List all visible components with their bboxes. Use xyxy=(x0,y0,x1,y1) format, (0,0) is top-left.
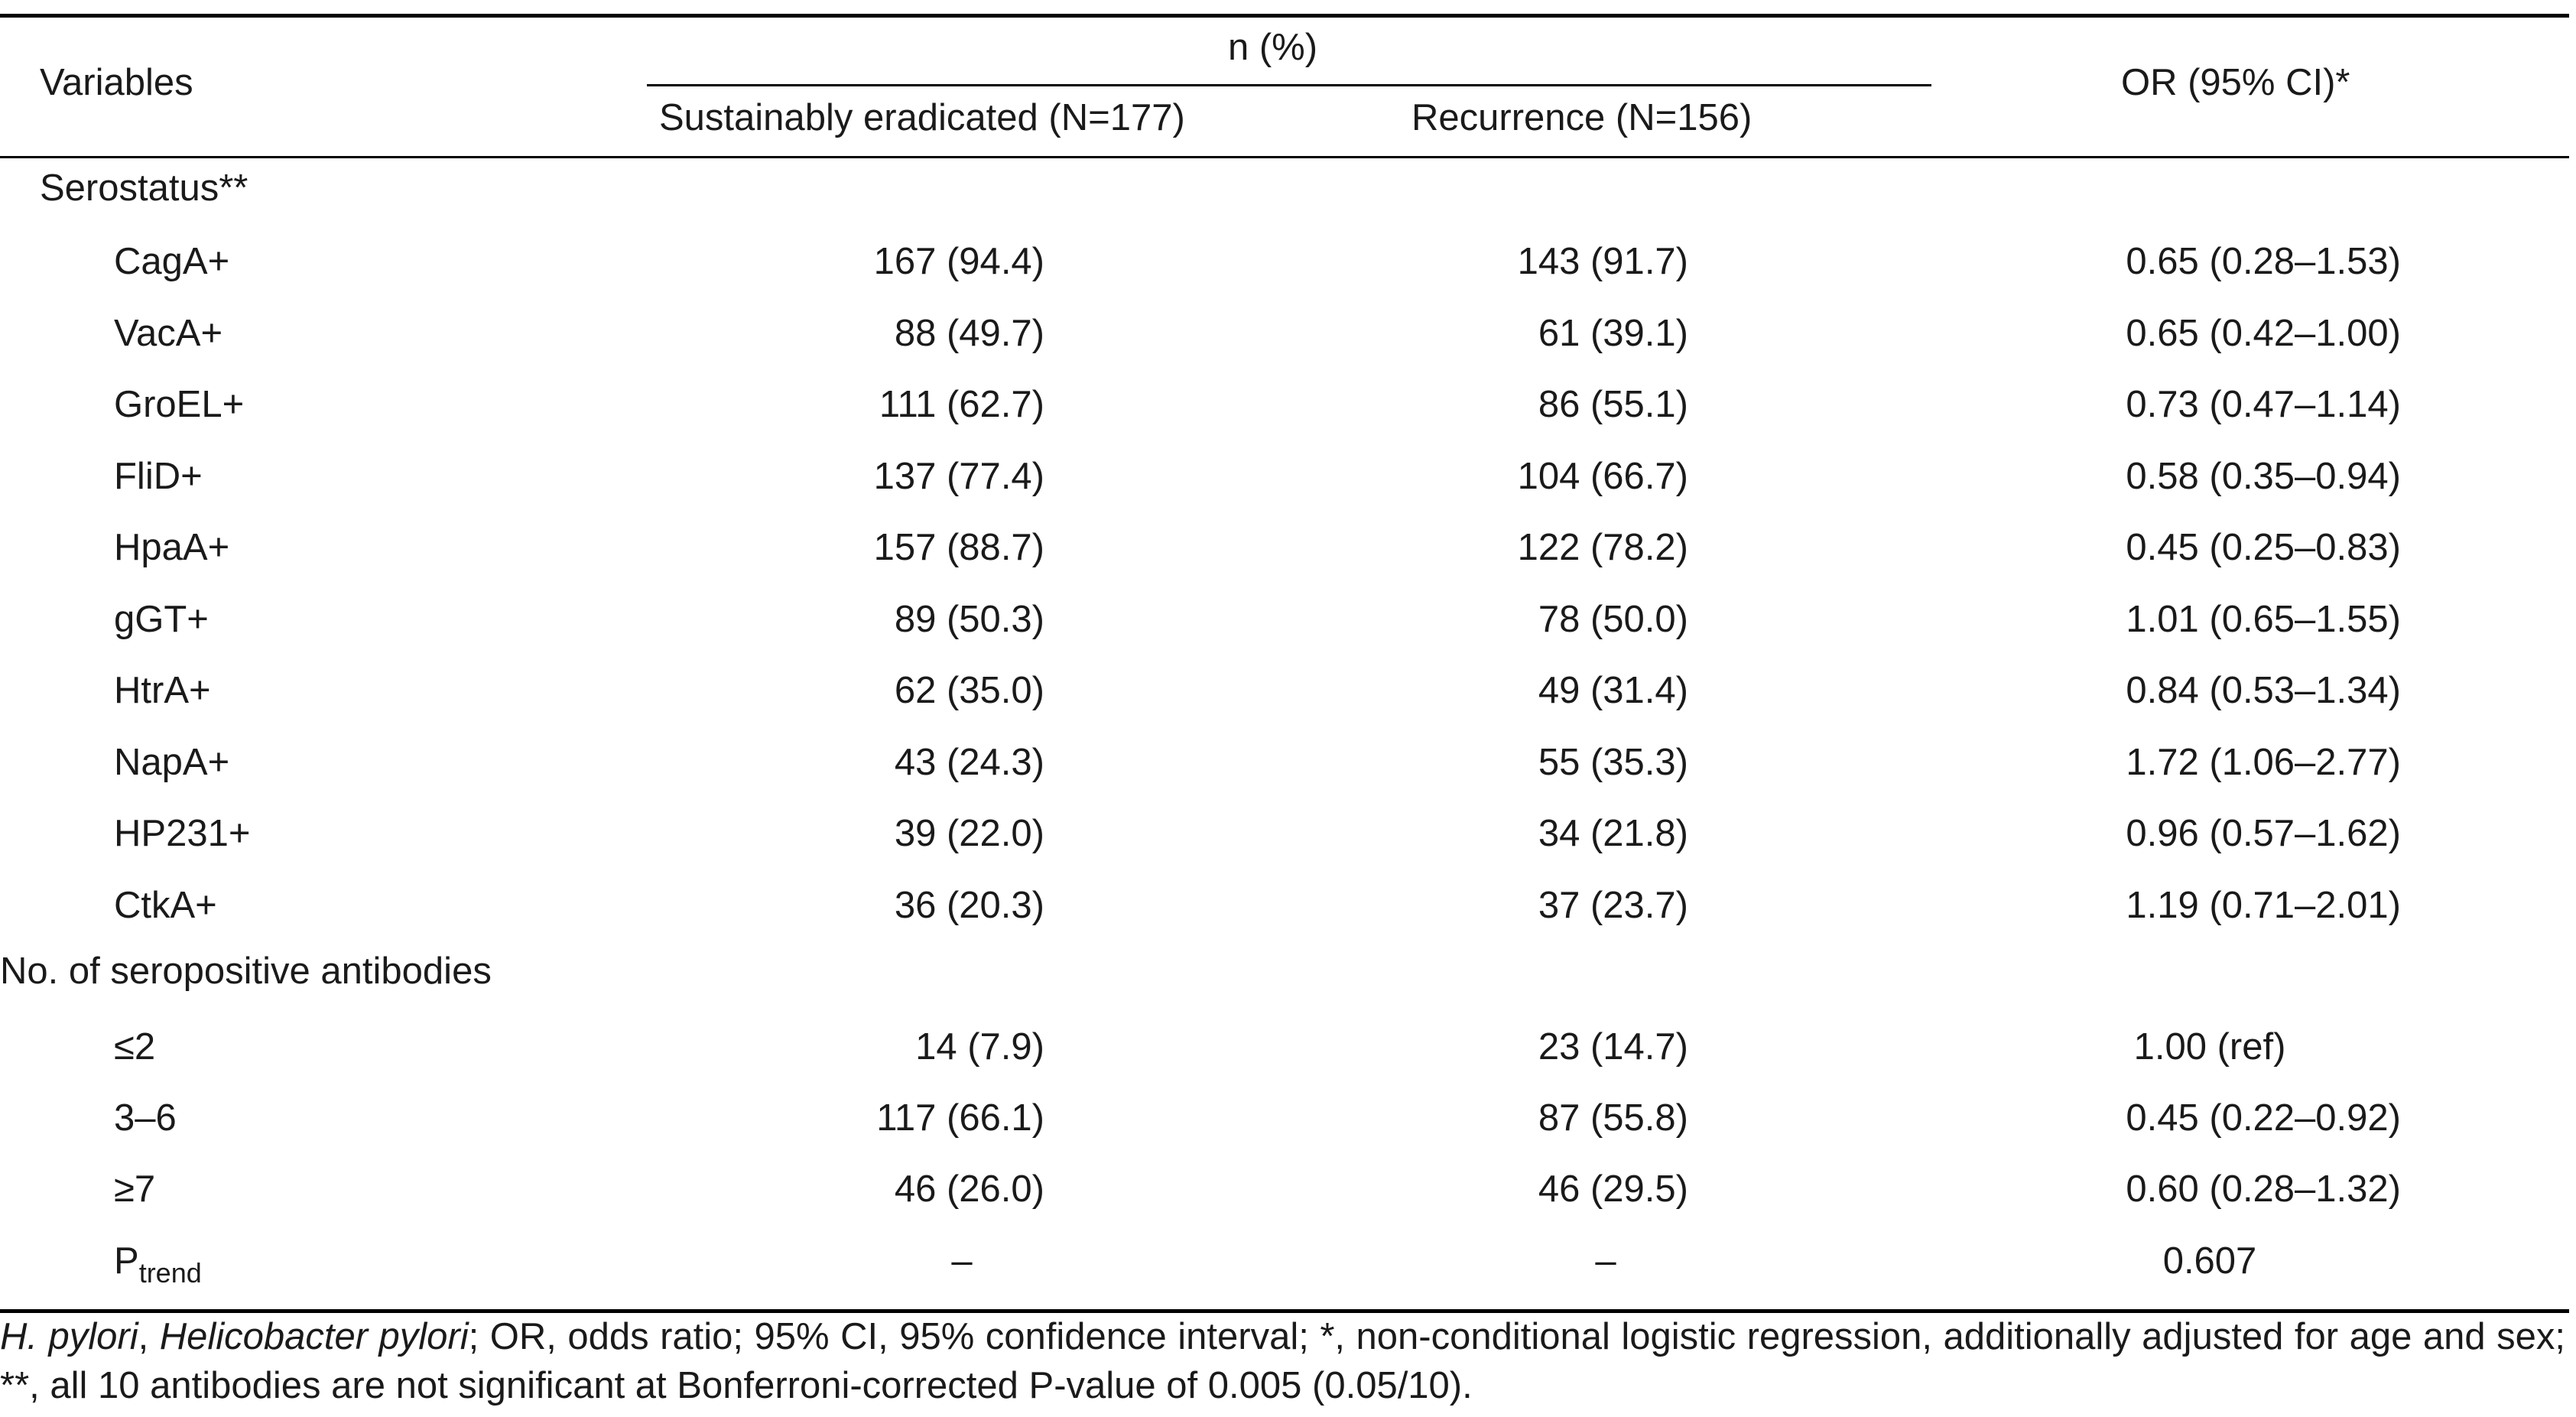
table-cell-or: 0.58 (0.35–0.94) xyxy=(2126,456,2401,497)
table-row-label: CagA+ xyxy=(114,241,230,282)
section-count-label: No. of seropositive antibodies xyxy=(0,951,492,992)
table-cell-eradicated: 88 (49.7) xyxy=(894,313,1044,354)
footnote-abbr-def: Helicobacter pylori xyxy=(159,1316,469,1357)
table-cell-eradicated: 46 (26.0) xyxy=(894,1168,1044,1210)
table-row-label: FliD+ xyxy=(114,456,203,497)
table-row-label: GroEL+ xyxy=(114,384,245,425)
table-cell-recurrence: 37 (23.7) xyxy=(1538,885,1688,926)
section-serostatus-label: Serostatus** xyxy=(40,167,249,209)
ptrend-eradicated: – xyxy=(951,1240,973,1282)
table-cell-or: 1.72 (1.06–2.77) xyxy=(2126,742,2401,783)
header-col-eradicated: Sustainably eradicated (N=177) xyxy=(659,97,1185,138)
table-cell-eradicated: 43 (24.3) xyxy=(894,742,1044,783)
header-col-recurrence: Recurrence (N=156) xyxy=(1411,97,1753,138)
header-col-or: OR (95% CI)* xyxy=(2121,62,2350,103)
table-cell-eradicated: 117 (66.1) xyxy=(876,1097,1044,1139)
table-row-label: HtrA+ xyxy=(114,670,211,711)
table-cell-recurrence: 78 (50.0) xyxy=(1538,599,1688,640)
table-row-label: gGT+ xyxy=(114,599,209,640)
table-cell-eradicated: 14 (7.9) xyxy=(915,1026,1044,1068)
table-cell-recurrence: 87 (55.8) xyxy=(1538,1097,1688,1139)
table-cell-recurrence: 104 (66.7) xyxy=(1517,456,1688,497)
table-cell-or: 0.96 (0.57–1.62) xyxy=(2126,813,2401,854)
header-span-rule xyxy=(647,84,1931,86)
table-row-label: ≤2 xyxy=(114,1026,156,1068)
table-footnote: H. pylori, Helicobacter pylori; OR, odds… xyxy=(0,1312,2565,1410)
table-cell-eradicated: 89 (50.3) xyxy=(894,599,1044,640)
ptrend-recurrence: – xyxy=(1595,1240,1616,1282)
table-row-label: ≥7 xyxy=(114,1168,156,1210)
footnote-abbr: H. pylori xyxy=(0,1316,138,1357)
table-cell-or: 0.73 (0.47–1.14) xyxy=(2126,384,2401,425)
table-cell-eradicated: 111 (62.7) xyxy=(879,384,1044,425)
table-cell-or: 0.65 (0.42–1.00) xyxy=(2126,313,2401,354)
table-cell-eradicated: 62 (35.0) xyxy=(894,670,1044,711)
table-cell-or: 1.01 (0.65–1.55) xyxy=(2126,599,2401,640)
table-cell-or: 1.19 (0.71–2.01) xyxy=(2126,885,2401,926)
table-cell-eradicated: 137 (77.4) xyxy=(873,456,1044,497)
table-cell-recurrence: 143 (91.7) xyxy=(1517,241,1688,282)
table-cell-or: 0.45 (0.25–0.83) xyxy=(2126,527,2401,568)
table-row-label: HP231+ xyxy=(114,813,251,854)
table-cell-eradicated: 167 (94.4) xyxy=(873,241,1044,282)
ptrend-label: Ptrend xyxy=(114,1240,202,1287)
table-cell-recurrence: 55 (35.3) xyxy=(1538,742,1688,783)
table-row-label: 3–6 xyxy=(114,1097,177,1139)
table-cell-recurrence: 34 (21.8) xyxy=(1538,813,1688,854)
table-bottom-rule xyxy=(0,1309,2569,1313)
table-cell-recurrence: 122 (78.2) xyxy=(1517,527,1688,568)
table-cell-or: 1.00 (ref) xyxy=(2133,1026,2286,1068)
header-variables: Variables xyxy=(40,62,193,103)
table-cell-eradicated: 36 (20.3) xyxy=(894,885,1044,926)
header-bottom-rule xyxy=(0,156,2569,158)
footnote-sep: , xyxy=(138,1316,160,1357)
table-cell-recurrence: 49 (31.4) xyxy=(1538,670,1688,711)
table-row-label: VacA+ xyxy=(114,313,223,354)
table-row-label: HpaA+ xyxy=(114,527,230,568)
ptrend-label-sub: trend xyxy=(138,1257,202,1289)
table-cell-eradicated: 157 (88.7) xyxy=(873,527,1044,568)
table-cell-or: 0.84 (0.53–1.34) xyxy=(2126,670,2401,711)
table-cell-recurrence: 86 (55.1) xyxy=(1538,384,1688,425)
table-cell-or: 0.45 (0.22–0.92) xyxy=(2126,1097,2401,1139)
table-cell-recurrence: 46 (29.5) xyxy=(1538,1168,1688,1210)
table-cell-or: 0.60 (0.28–1.32) xyxy=(2126,1168,2401,1210)
footnote-rest: ; OR, odds ratio; 95% CI, 95% confidence… xyxy=(0,1316,2565,1406)
table-top-rule xyxy=(0,14,2569,18)
table-cell-recurrence: 61 (39.1) xyxy=(1538,313,1688,354)
table-cell-recurrence: 23 (14.7) xyxy=(1538,1026,1688,1068)
ptrend-label-main: P xyxy=(114,1240,139,1282)
table-cell-eradicated: 39 (22.0) xyxy=(894,813,1044,854)
table-row-label: CtkA+ xyxy=(114,885,217,926)
table-row-label: NapA+ xyxy=(114,742,230,783)
header-n-pct: n (%) xyxy=(1228,27,1318,68)
ptrend-or: 0.607 xyxy=(2162,1240,2257,1282)
table-cell-or: 0.65 (0.28–1.53) xyxy=(2126,241,2401,282)
